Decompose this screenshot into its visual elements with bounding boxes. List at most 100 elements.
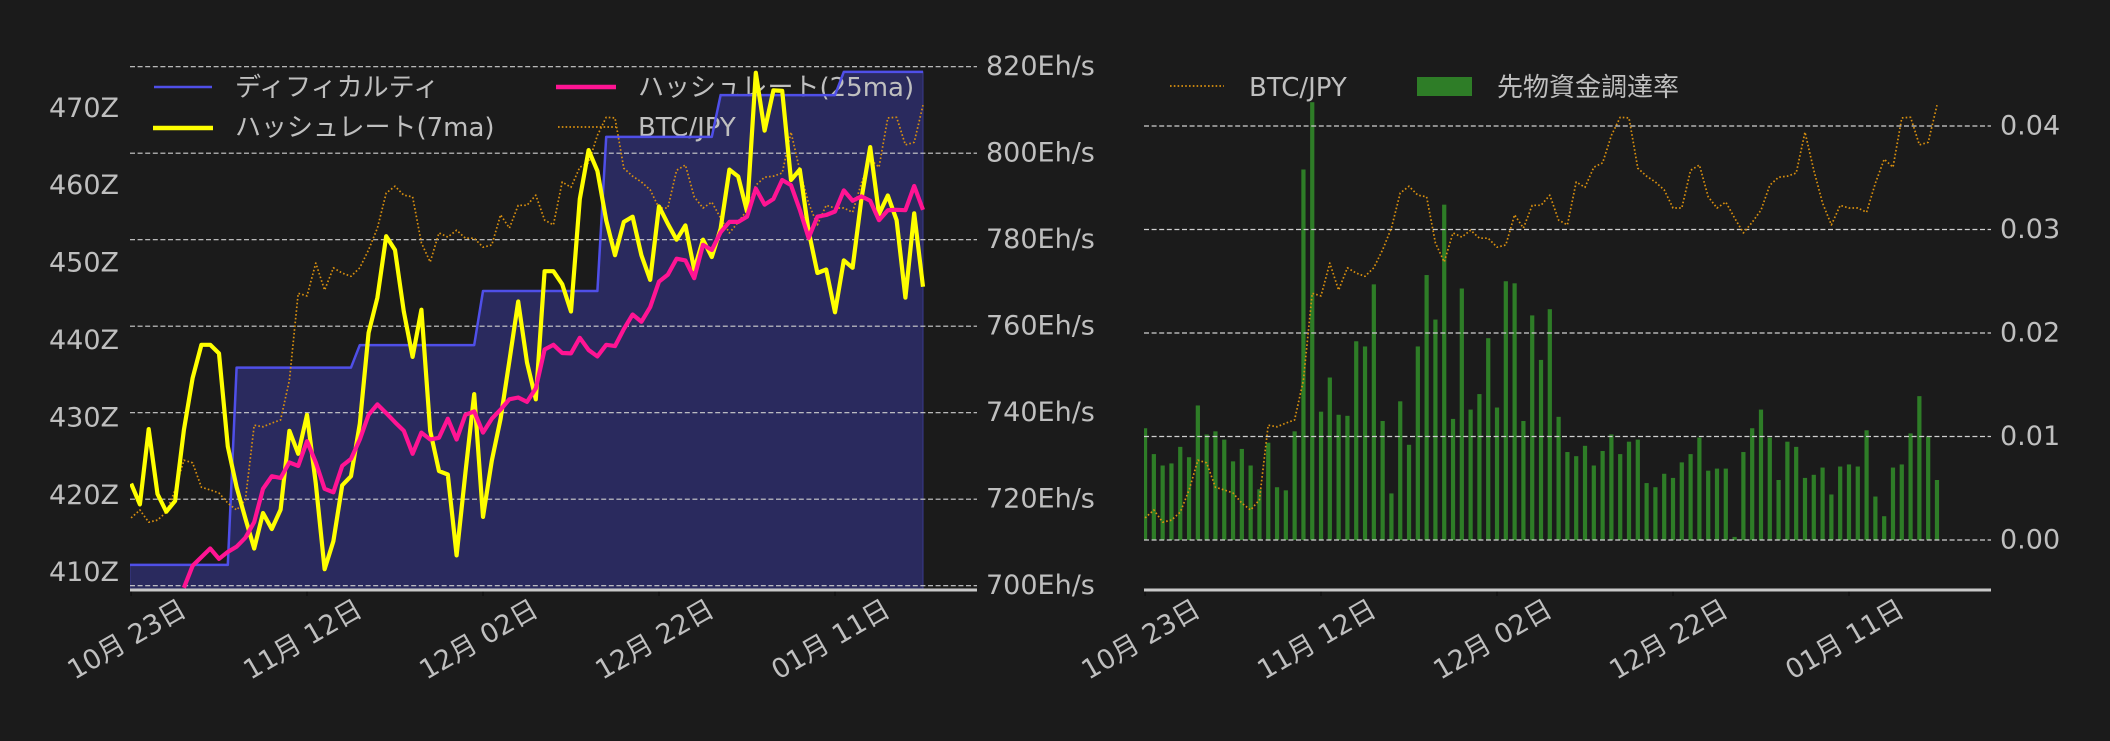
funding-rate-bar — [1169, 463, 1174, 541]
funding-rate-bar — [1714, 468, 1720, 541]
legend-swatch-funding-rate — [1417, 77, 1472, 96]
funding-rate-bar — [1477, 394, 1482, 541]
funding-rate-bar — [1750, 428, 1755, 541]
funding-rate-bar — [1144, 428, 1148, 541]
y-right-tick-label: 740Eh/s — [986, 397, 1095, 428]
y-left-tick-label: 460Z — [49, 170, 119, 201]
y-left-tick-label: 450Z — [49, 248, 119, 279]
funding-rate-bar — [1327, 377, 1332, 541]
funding-rate-bar — [1274, 487, 1280, 541]
funding-rate-bar — [1934, 479, 1940, 541]
funding-rate-bar — [1653, 487, 1658, 541]
y-left-tick-label: 410Z — [49, 557, 119, 588]
funding-rate-bar — [1530, 315, 1535, 541]
funding-rate-bar — [1512, 283, 1517, 540]
funding-rate-bar — [1732, 536, 1737, 541]
funding-rate-bar — [1741, 452, 1746, 541]
funding-rate-bar — [1362, 346, 1368, 541]
funding-rate-bar — [1450, 418, 1456, 541]
funding-rate-bar — [1662, 473, 1667, 541]
funding-rate-bar — [1776, 479, 1781, 541]
funding-rate-bar — [1908, 433, 1913, 541]
funding-rate-bar — [1811, 474, 1816, 541]
funding-rate-bar — [1160, 465, 1165, 541]
funding-rate-bar — [1591, 465, 1596, 541]
y-right-tick-label: 820Eh/s — [986, 51, 1095, 82]
funding-rate-bar — [1424, 275, 1429, 540]
funding-rate-bar — [1266, 442, 1271, 541]
funding-rate-bar — [1310, 102, 1315, 541]
y-right-tick-label: 0.03 — [2000, 214, 2060, 245]
funding-rate-bar — [1600, 451, 1605, 541]
y-right-tick-label: 760Eh/s — [986, 311, 1095, 342]
funding-rate-bar — [1890, 467, 1896, 541]
funding-rate-bar — [1618, 454, 1623, 541]
funding-rate-bar — [1556, 416, 1561, 541]
y-right-tick-label: 800Eh/s — [986, 138, 1095, 169]
btc-jpy-line — [130, 105, 924, 524]
funding-rate-bar — [1398, 401, 1403, 541]
funding-rate-bar — [1864, 430, 1869, 541]
y-right-tick-label: 720Eh/s — [986, 484, 1095, 515]
funding-rate-bar — [1257, 489, 1262, 541]
gridlines — [130, 66, 977, 587]
funding-rate-bar — [1354, 341, 1359, 540]
y-right-tick-label: 0.04 — [2000, 111, 2060, 142]
funding-rate-bar — [1538, 359, 1544, 541]
y-right-tick-label: 700Eh/s — [986, 570, 1095, 601]
funding-rate-bar — [1213, 431, 1218, 541]
funding-rate-bar — [1855, 466, 1860, 541]
y-right-tick-label: 780Eh/s — [986, 224, 1095, 255]
funding-rate-bar — [1794, 446, 1799, 541]
funding-rate-bar — [1433, 319, 1438, 541]
series-lines — [1144, 105, 1938, 524]
funding-rate-bar — [1239, 448, 1244, 541]
funding-rate-bar — [1204, 434, 1209, 541]
difficulty-line — [130, 70, 923, 567]
funding-rate-bar — [1230, 461, 1236, 541]
legend-label-btc-jpy: BTC/JPY — [1249, 73, 1347, 103]
funding-rate-bar-layer — [1144, 102, 1940, 541]
funding-rate-bar — [1494, 407, 1500, 541]
funding-rate-bar — [1626, 441, 1632, 541]
y-right-tick-label: 0.00 — [2000, 525, 2060, 556]
btc-jpy-line — [1144, 105, 1938, 524]
funding-rate-bar — [1565, 452, 1570, 541]
funding-rate-bar — [1389, 493, 1394, 541]
funding-rate-bar — [1838, 466, 1843, 541]
funding-rate-bar — [1635, 439, 1640, 541]
funding-rate-bar — [1318, 411, 1324, 541]
funding-rate-bar — [1882, 516, 1887, 541]
funding-rate-bar — [1723, 468, 1728, 541]
funding-rate-bar — [1248, 465, 1253, 541]
funding-rate-bar — [1785, 441, 1790, 541]
funding-rate-bar — [1767, 437, 1772, 541]
funding-rate-bar — [1829, 494, 1834, 541]
funding-rate-bar — [1459, 288, 1464, 541]
funding-rate-bar — [1283, 490, 1288, 541]
funding-rate-bar — [1521, 420, 1526, 541]
funding-rate-bar — [1186, 457, 1192, 541]
funding-rate-bar — [1697, 437, 1702, 541]
funding-rate-bar — [1802, 477, 1808, 541]
funding-rate-bar — [1151, 454, 1156, 541]
funding-rate-bar — [1222, 439, 1227, 541]
legend-label-difficulty: ディフィカルティ — [235, 73, 439, 103]
funding-rate-bar — [1371, 284, 1376, 541]
funding-rate-bar — [1380, 420, 1385, 541]
series-lines — [130, 70, 926, 589]
funding-rate-bar — [1442, 204, 1447, 541]
funding-rate-bar — [1336, 414, 1341, 541]
legend: ディフィカルティ ハッシュレート(7ma) ハッシュレート(25ma) BTC/… — [153, 73, 914, 143]
funding-rate-bar — [1820, 467, 1825, 541]
funding-rate-bar — [1486, 338, 1491, 541]
funding-rate-bar — [1706, 470, 1711, 541]
funding-rate-bar — [1917, 396, 1922, 541]
funding-rate-bar — [1178, 446, 1183, 541]
funding-rate-bar — [1468, 409, 1473, 541]
funding-rate-bar — [1758, 409, 1764, 541]
legend-label-hashrate-7ma: ハッシュレート(7ma) — [235, 113, 495, 143]
hashrate-7ma-line — [130, 70, 926, 572]
gridlines — [1144, 125, 1991, 541]
legend-label-funding-rate: 先物資金調達率 — [1497, 73, 1679, 103]
